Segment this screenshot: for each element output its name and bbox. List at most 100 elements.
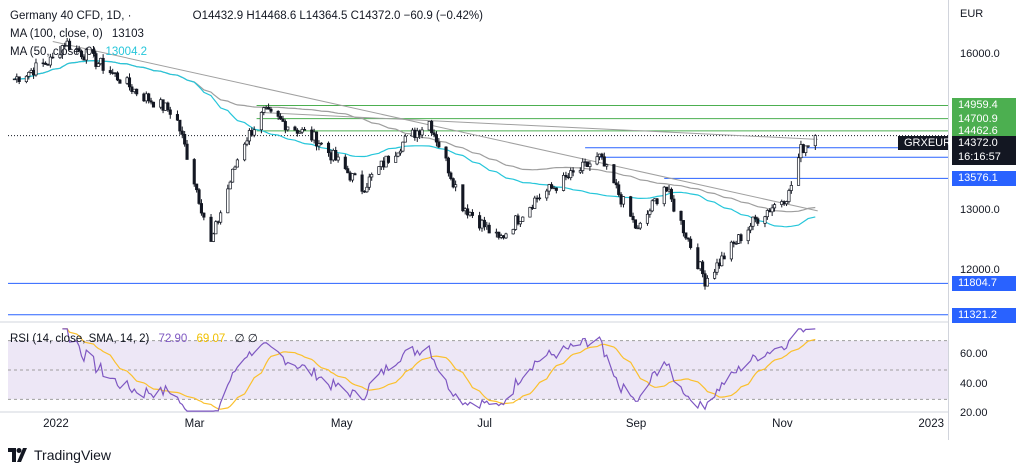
candle-body xyxy=(547,184,551,192)
candle-body xyxy=(370,174,374,178)
candle-body xyxy=(312,131,316,141)
candle-body xyxy=(149,100,153,103)
candle-body xyxy=(466,208,470,216)
rsi-sma-value: 69.07 xyxy=(196,333,226,345)
candle-body xyxy=(753,216,757,220)
candle-body xyxy=(68,40,72,50)
candle-body xyxy=(350,173,355,181)
candle-body xyxy=(804,145,808,153)
candle-body xyxy=(259,112,263,131)
ma50-line xyxy=(14,59,816,228)
candle-body xyxy=(717,262,721,267)
y-tick-label: 13000.0 xyxy=(960,203,1000,216)
symbol-tag: GRXEUR xyxy=(898,136,951,150)
rsi-tick-label: 40.00 xyxy=(960,377,988,390)
ma50-value: 13004.2 xyxy=(105,46,148,58)
candle-body xyxy=(470,212,474,216)
candle-body xyxy=(108,70,112,74)
candle-body xyxy=(734,243,738,245)
rsi-legend: RSI (14, close, SMA, 14, 2) 72.90 69.07 … xyxy=(10,331,258,345)
candle-body xyxy=(581,161,585,171)
candle-body xyxy=(787,190,791,202)
price-axis[interactable] xyxy=(948,0,1024,440)
candle-body xyxy=(722,255,726,260)
candle-body xyxy=(15,76,19,80)
last-price-tag: 14372.0 xyxy=(952,136,1016,151)
candle-body xyxy=(310,129,314,141)
candle-body xyxy=(298,131,302,134)
candle-body xyxy=(175,114,180,121)
candle-body xyxy=(386,155,391,163)
candle-body xyxy=(247,130,251,142)
candle-body xyxy=(480,219,484,229)
x-tick-label: 2022 xyxy=(43,418,69,430)
candle-body xyxy=(365,186,369,193)
candle-body xyxy=(497,231,501,238)
candle-body xyxy=(319,142,323,145)
candle-body xyxy=(698,261,702,270)
candle-body xyxy=(216,221,220,223)
candle-body xyxy=(446,157,450,174)
rsi-tick-label: 60.00 xyxy=(960,348,988,361)
level-tag: 14462.6 xyxy=(952,123,1016,139)
candle-body xyxy=(420,129,424,136)
candle-body xyxy=(235,159,239,168)
candle-body xyxy=(538,197,542,200)
candle-body xyxy=(283,121,287,131)
candle-body xyxy=(362,190,367,193)
candle-body xyxy=(34,62,38,76)
ohlc-values: O14432.9 H14468.6 L14364.5 C14372.0 −60.… xyxy=(192,10,483,22)
candle-body xyxy=(434,134,438,143)
candle-body xyxy=(585,161,590,167)
candle-body xyxy=(669,188,673,200)
candle-body xyxy=(286,126,290,131)
candle-body xyxy=(343,156,347,169)
candle-body xyxy=(703,273,707,287)
candle-body xyxy=(267,107,271,110)
candle-body xyxy=(147,93,151,102)
candle-body xyxy=(665,186,669,192)
candle-body xyxy=(482,219,486,228)
candle-body xyxy=(168,109,172,115)
candle-body xyxy=(401,141,405,152)
candle-body xyxy=(552,187,556,190)
rsi-extra: ∅ ∅ xyxy=(234,333,258,345)
ma50-label: MA (50, close, 0) xyxy=(10,46,97,58)
candle-body xyxy=(113,72,117,74)
candle-body xyxy=(713,271,717,279)
candle-body xyxy=(737,234,741,244)
ma100-label: MA (100, close, 0) xyxy=(10,28,103,40)
candle-body xyxy=(756,218,760,224)
candle-body xyxy=(252,129,256,136)
candle-body xyxy=(763,216,767,224)
candle-body xyxy=(396,152,400,157)
candle-body xyxy=(533,197,537,209)
candle-body xyxy=(578,170,582,173)
level-tag: 11321.2 xyxy=(952,307,1016,323)
candle-body xyxy=(183,134,187,145)
candle-body xyxy=(161,99,165,111)
candle-body xyxy=(487,224,491,234)
candle-body xyxy=(185,143,189,160)
candle-body xyxy=(564,174,568,178)
candle-body xyxy=(701,261,705,275)
candle-body xyxy=(729,241,733,260)
candle-body xyxy=(413,129,417,138)
candle-body xyxy=(214,221,218,235)
candle-body xyxy=(796,157,801,186)
candle-body xyxy=(130,86,134,92)
countdown-tag: 16:16:57 xyxy=(952,150,1016,165)
candle-body xyxy=(782,201,786,205)
candle-body xyxy=(715,262,719,273)
candle-body xyxy=(806,145,810,147)
candle-body xyxy=(84,49,88,61)
candle-body xyxy=(430,120,434,134)
candle-body xyxy=(566,176,570,179)
candle-body xyxy=(29,69,33,73)
candle-body xyxy=(303,129,307,131)
candle-body xyxy=(732,241,736,244)
tradingview-logo[interactable]: TradingView xyxy=(8,447,111,463)
candle-body xyxy=(197,189,201,204)
rsi-line xyxy=(62,328,816,412)
